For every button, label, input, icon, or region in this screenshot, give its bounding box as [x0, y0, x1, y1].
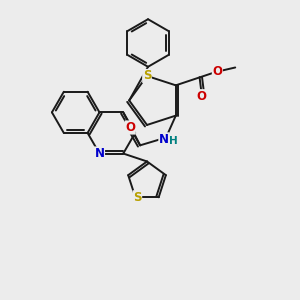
- Text: O: O: [125, 121, 135, 134]
- Text: S: S: [133, 191, 142, 204]
- Text: N: N: [94, 147, 104, 160]
- Text: O: O: [212, 65, 222, 78]
- Text: S: S: [143, 70, 151, 83]
- Text: O: O: [196, 90, 207, 103]
- Text: H: H: [169, 136, 178, 146]
- Text: N: N: [159, 133, 169, 146]
